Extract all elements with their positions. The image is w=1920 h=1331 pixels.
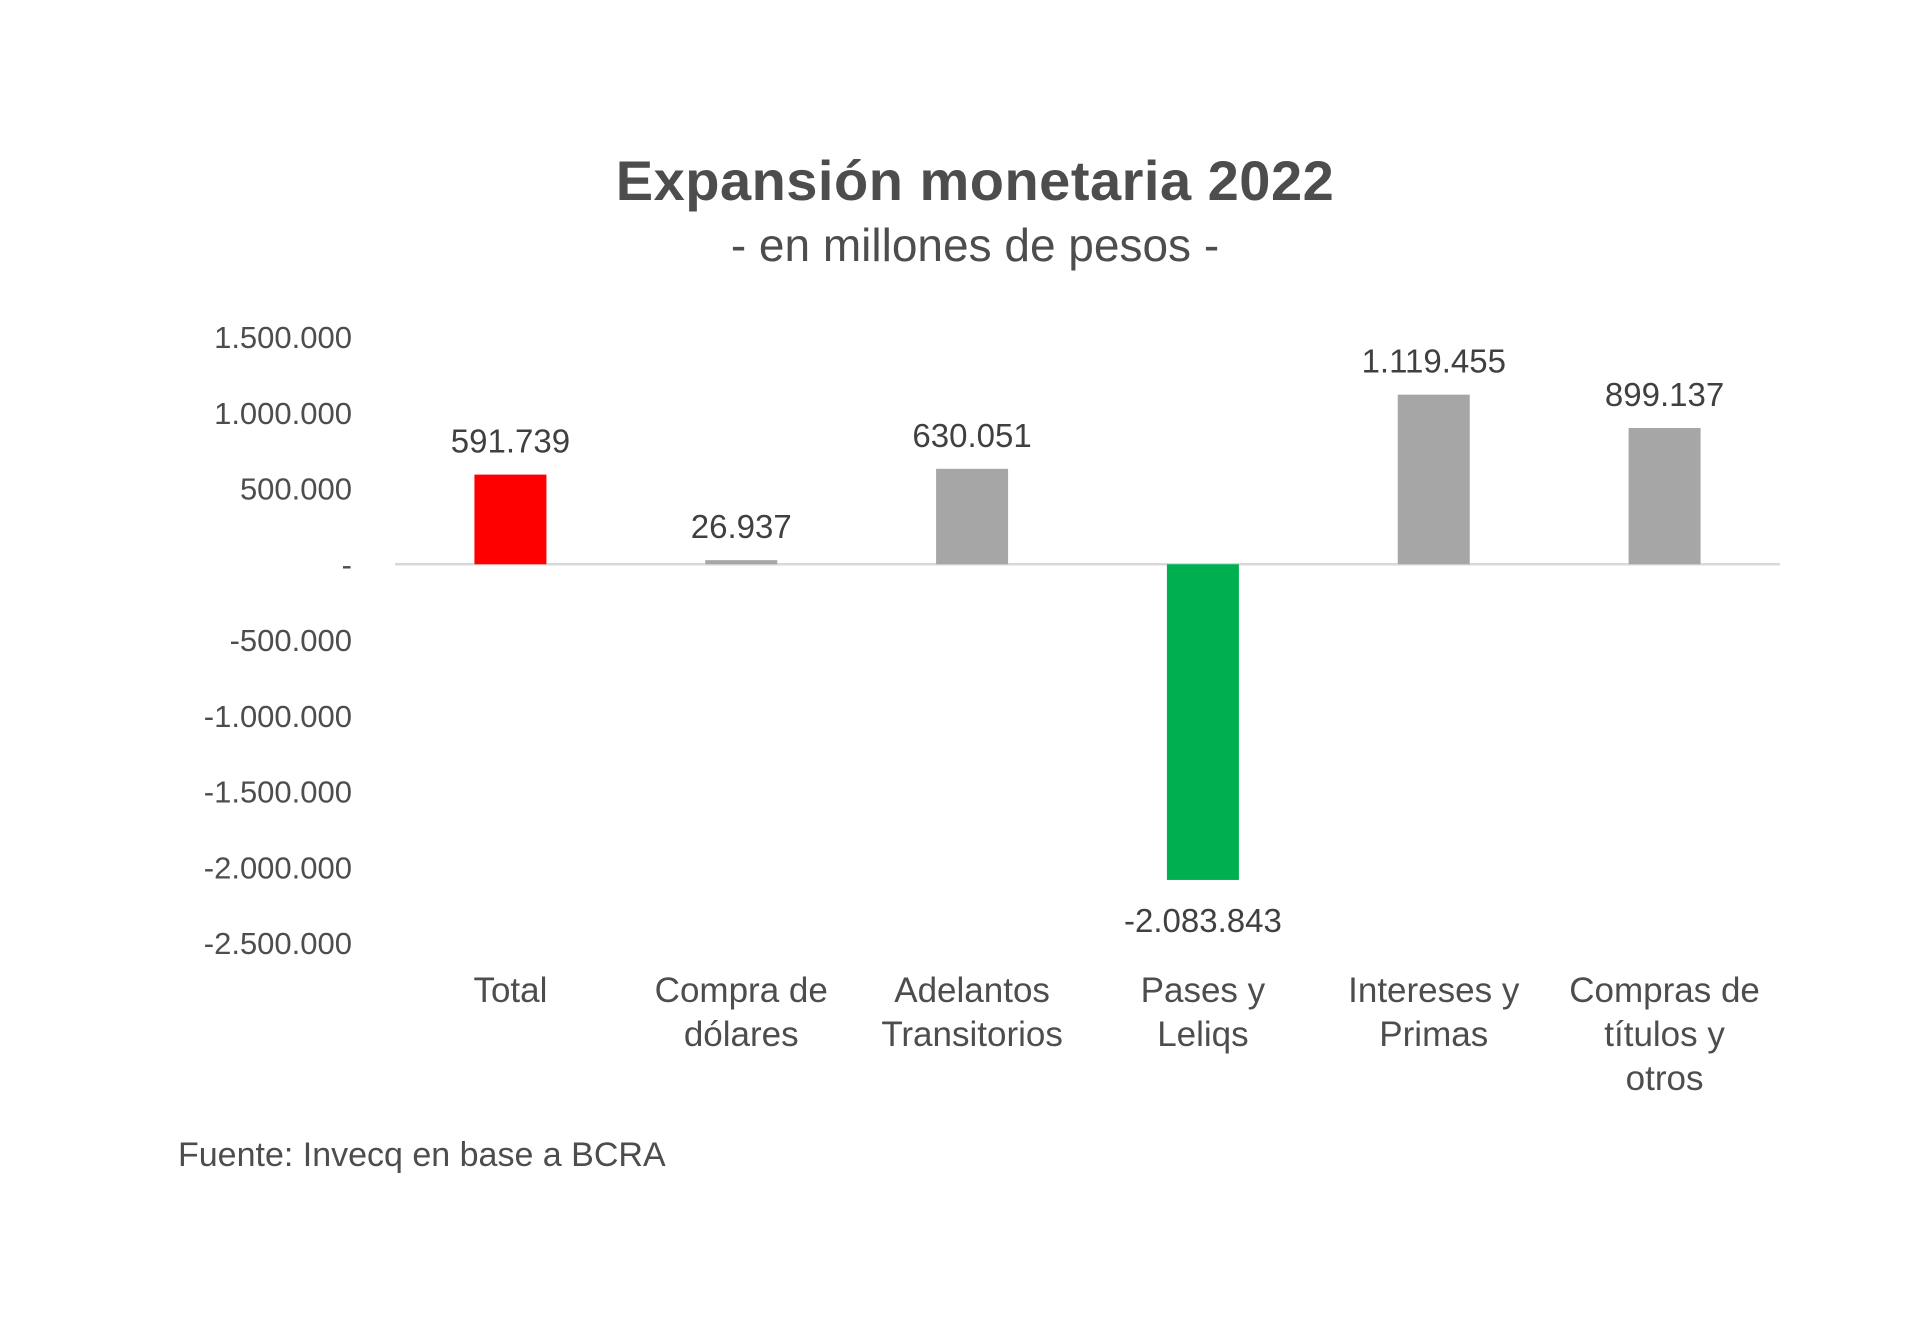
chart-subtitle: - en millones de pesos - (730, 219, 1220, 271)
x-category-label: Transitorios (881, 1015, 1063, 1054)
x-category-label: dólares (684, 1015, 799, 1054)
chart-title: Expansión monetaria 2022 (615, 149, 1335, 212)
y-tick-label: -500.000 (230, 623, 352, 658)
data-label: -2.083.843 (1124, 902, 1282, 939)
data-label: 591.739 (451, 423, 570, 460)
y-tick-label: -2.500.000 (204, 926, 352, 961)
x-category-label: títulos y (1604, 1015, 1725, 1054)
bar (474, 474, 547, 565)
y-tick-label: -2.000.000 (204, 850, 352, 885)
bar (705, 560, 778, 565)
bar (1397, 394, 1470, 565)
x-category-label: Total (473, 971, 547, 1010)
y-tick-label: 1.500.000 (214, 320, 352, 355)
data-label: 1.119.455 (1362, 343, 1506, 380)
x-category-label: Pases y (1141, 971, 1266, 1010)
x-category-label: Intereses y (1348, 971, 1520, 1010)
x-category-label: Compras de (1569, 971, 1760, 1010)
y-tick-label: - (342, 547, 352, 582)
data-label: 899.137 (1605, 376, 1724, 413)
y-tick-label: -1.000.000 (204, 699, 352, 734)
source-note: Fuente: Invecq en base a BCRA (178, 1136, 666, 1174)
x-category-label: Compra de (655, 971, 828, 1010)
y-tick-label: 1.000.000 (214, 396, 352, 431)
y-tick-label: 500.000 (240, 472, 352, 507)
bar (1166, 564, 1239, 880)
x-category-label: Leliqs (1157, 1015, 1248, 1054)
bar (936, 468, 1009, 565)
x-category-label: Adelantos (894, 971, 1050, 1010)
bar (1628, 428, 1701, 565)
x-category-label: otros (1626, 1059, 1704, 1098)
x-category-label: Primas (1379, 1015, 1488, 1054)
data-label: 26.937 (691, 508, 792, 545)
data-label: 630.051 (912, 417, 1031, 454)
y-tick-label: -1.500.000 (204, 775, 352, 810)
